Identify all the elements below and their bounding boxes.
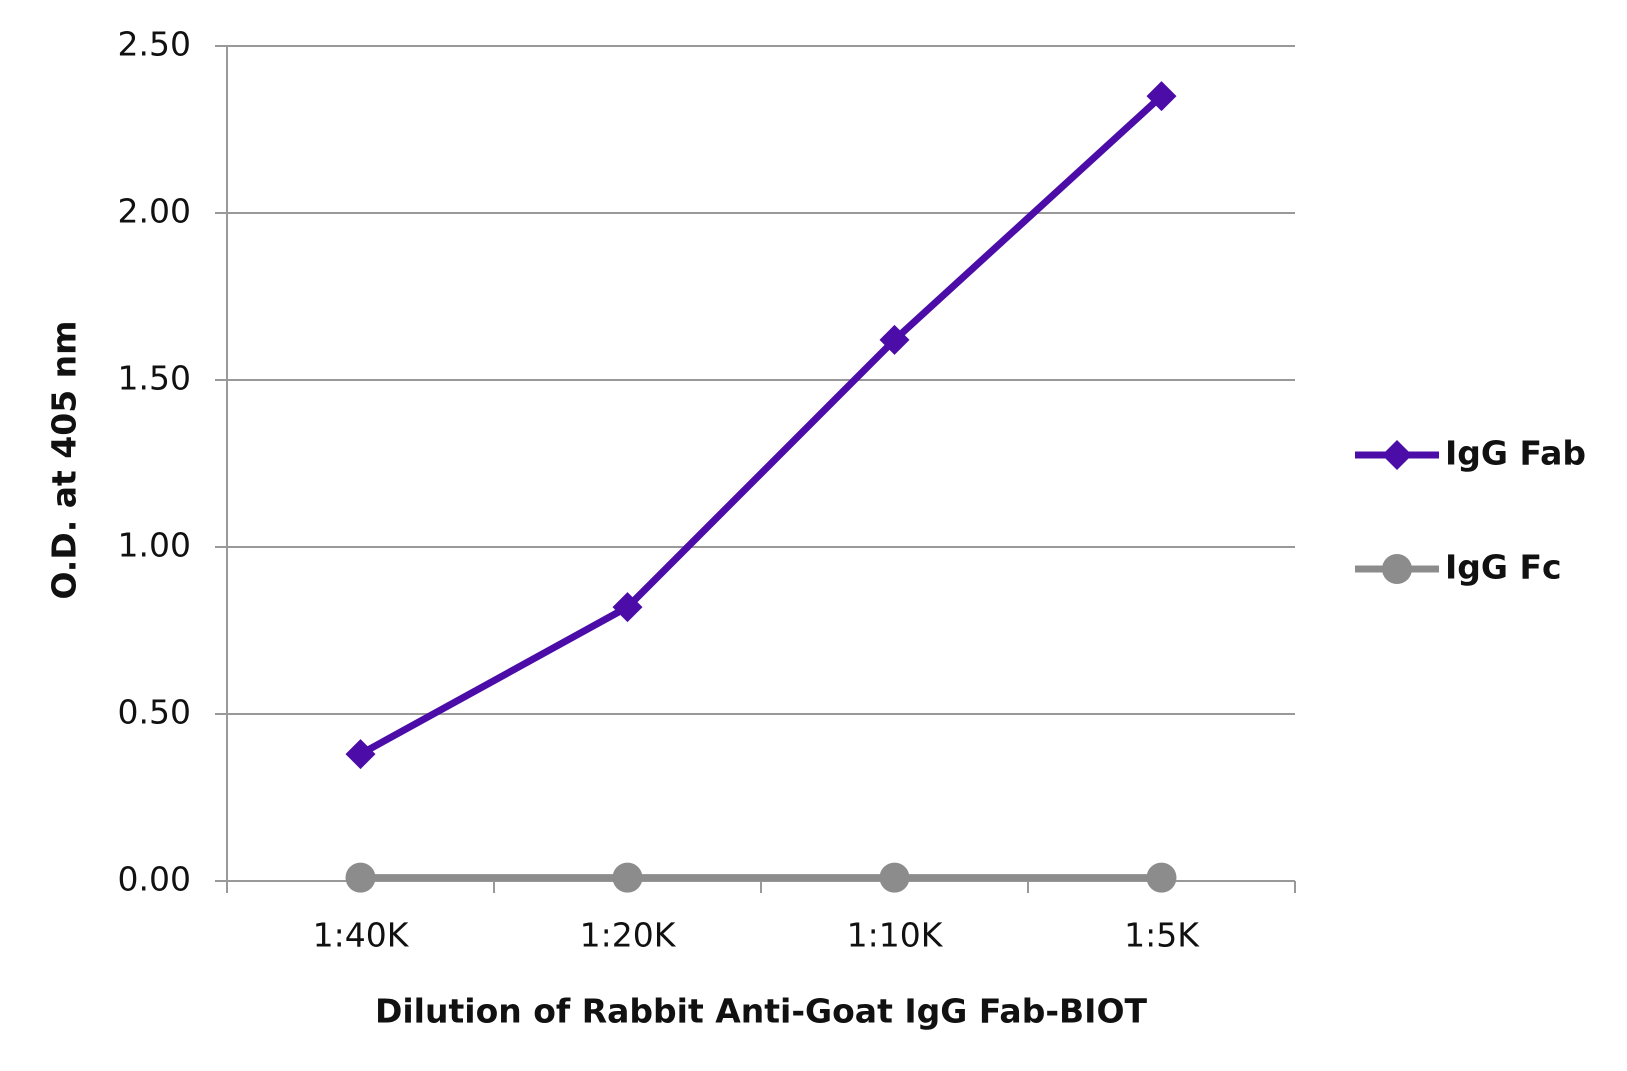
marker <box>1146 862 1177 893</box>
marker <box>1146 81 1177 112</box>
x-axis-title: Dilution of Rabbit Anti-Goat IgG Fab-BIO… <box>375 992 1148 1031</box>
x-tick-label: 1:10K <box>847 916 944 955</box>
marker <box>612 862 643 893</box>
marker <box>612 592 643 623</box>
marker <box>1382 554 1412 584</box>
y-axis-title: O.D. at 405 nm <box>45 320 84 599</box>
y-tick-label: 2.50 <box>118 25 191 64</box>
y-tick-label: 1.50 <box>118 359 191 398</box>
x-tick-label: 1:20K <box>580 916 677 955</box>
marker <box>879 324 910 355</box>
marker <box>879 862 910 893</box>
y-tick-label: 0.00 <box>118 860 191 899</box>
legend-label: IgG Fab <box>1445 434 1586 473</box>
series-line <box>358 93 1164 758</box>
marker <box>1382 440 1412 470</box>
marker <box>345 862 376 893</box>
x-tick-label: 1:40K <box>313 916 410 955</box>
y-tick-label: 1.00 <box>118 526 191 565</box>
marker <box>345 739 376 770</box>
y-tick-label: 0.50 <box>118 693 191 732</box>
x-tick-label: 1:5K <box>1124 916 1200 955</box>
y-tick-label: 2.00 <box>118 192 191 231</box>
legend-label: IgG Fc <box>1445 548 1562 587</box>
